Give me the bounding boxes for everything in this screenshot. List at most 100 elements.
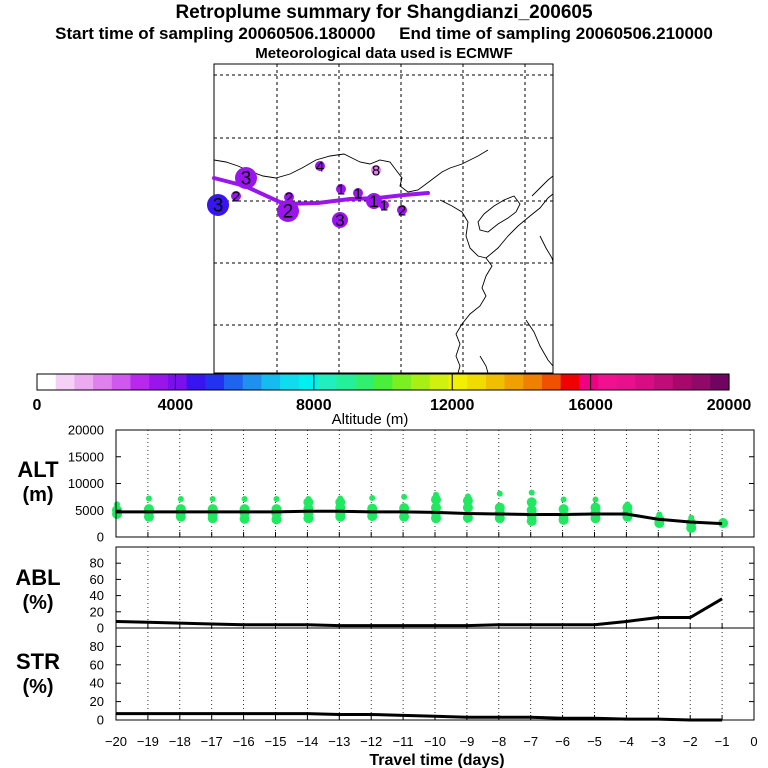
alt-scatter-point bbox=[528, 489, 535, 496]
colorbar-segment bbox=[448, 374, 468, 390]
sampling-times: Start time of sampling 20060506.180000 E… bbox=[0, 24, 768, 44]
alt-scatter-point bbox=[494, 502, 505, 513]
map-marker-label: 2 bbox=[398, 202, 406, 219]
abl-ylabel-line2: (%) bbox=[22, 592, 53, 614]
x-tick-label: −20 bbox=[105, 734, 127, 749]
coastline bbox=[477, 195, 521, 233]
colorbar-segment bbox=[579, 374, 599, 390]
colorbar-segment bbox=[74, 374, 94, 390]
colorbar-segment bbox=[55, 374, 76, 390]
map-plume-marker bbox=[315, 161, 325, 171]
x-tick-label: −8 bbox=[491, 734, 506, 749]
map-coastlines bbox=[213, 149, 554, 374]
alt-scatter-point bbox=[431, 502, 441, 513]
colorbar-tick-label: 8000 bbox=[296, 397, 332, 414]
alt-scatter-point bbox=[462, 502, 473, 513]
alt-scatter-point bbox=[560, 496, 567, 503]
alt-y-tick-label: 0 bbox=[97, 530, 104, 545]
map-plume-marker bbox=[231, 191, 241, 201]
colorbar-segment bbox=[429, 374, 450, 390]
plume-track bbox=[212, 176, 430, 207]
coastline bbox=[539, 235, 554, 263]
x-tick-label: −3 bbox=[651, 734, 666, 749]
alt-scatter-point bbox=[462, 495, 473, 506]
str-line bbox=[116, 712, 723, 722]
end-time-label: End time of sampling 20060506.210000 bbox=[399, 24, 713, 43]
abl-y-tick-label: 80 bbox=[90, 556, 104, 571]
coastline bbox=[439, 199, 493, 374]
colorbar-segment bbox=[691, 374, 711, 390]
colorbar-segment bbox=[616, 374, 637, 390]
colorbar-tick-label: 20000 bbox=[707, 397, 752, 414]
coastline bbox=[525, 319, 554, 367]
x-tick-label: −16 bbox=[233, 734, 255, 749]
map-plume-marker bbox=[332, 212, 348, 228]
alt-scatter-point bbox=[592, 496, 599, 503]
alt-scatter-point bbox=[241, 496, 248, 503]
abl-y-tick-label: 40 bbox=[90, 588, 104, 603]
colorbar-segment bbox=[485, 374, 506, 390]
x-tick-label: −7 bbox=[523, 734, 538, 749]
colorbar-segment bbox=[317, 374, 337, 390]
map-marker-label: 1 bbox=[380, 197, 388, 214]
colorbar-segment bbox=[635, 374, 655, 390]
x-tick-label: −1 bbox=[715, 734, 730, 749]
chart-title: Retroplume summary for Shangdianzi_20060… bbox=[175, 2, 593, 23]
alt-y-tick-label: 20000 bbox=[68, 423, 104, 438]
colorbar-segment bbox=[149, 374, 169, 390]
alt-scatter-point bbox=[433, 491, 439, 498]
alt-scatter-point bbox=[496, 490, 503, 497]
colorbar-segment bbox=[411, 374, 431, 390]
x-tick-label: −17 bbox=[201, 734, 223, 749]
colorbar-tick-label: 4000 bbox=[158, 397, 194, 414]
map-marker-label: 3 bbox=[241, 169, 252, 190]
alt-scatter-point bbox=[624, 501, 631, 508]
colorbar-segment bbox=[710, 374, 730, 390]
abl-y-tick-label: 0 bbox=[97, 621, 104, 636]
colorbar-segment bbox=[336, 374, 356, 390]
colorbar-segment bbox=[298, 374, 319, 390]
map-frame bbox=[213, 63, 554, 374]
colorbar-segment bbox=[672, 374, 693, 390]
alt-ylabel-line1: ALT bbox=[17, 457, 59, 482]
alt-scatter-point bbox=[526, 497, 537, 508]
alt-y-tick-label: 5000 bbox=[75, 503, 104, 518]
alt-scatter-point bbox=[431, 494, 441, 505]
colorbar-segment bbox=[541, 374, 562, 390]
map-plume-marker bbox=[235, 167, 257, 189]
alt-scatter-point bbox=[209, 496, 216, 503]
str-ylabel-line1: STR bbox=[16, 649, 60, 674]
colorbar-segments bbox=[37, 374, 730, 390]
map-plume-marker bbox=[379, 200, 389, 210]
colorbar-segment bbox=[560, 374, 580, 390]
colorbar-segment bbox=[504, 374, 524, 390]
map-marker-label: 3 bbox=[335, 211, 344, 230]
colorbar-tick-label: 12000 bbox=[430, 397, 475, 414]
alt-scatter-point bbox=[526, 505, 537, 516]
colorbar-segment bbox=[186, 374, 206, 390]
colorbar-segment bbox=[205, 374, 225, 390]
abl-y-tick-label: 60 bbox=[90, 572, 104, 587]
colorbar: 0 4000 8000 12000 16000 20000 Altitude (m) bbox=[33, 373, 752, 428]
alt-scatter-point bbox=[145, 495, 152, 502]
map-plume-marker bbox=[366, 193, 382, 209]
str-y-tick-label: 80 bbox=[90, 639, 104, 654]
abl-y-tick-label: 20 bbox=[90, 604, 104, 619]
map-plume-marker bbox=[336, 184, 346, 194]
alt-scatter-point bbox=[590, 502, 601, 513]
alt-scatter-point bbox=[114, 501, 120, 508]
colorbar-segment bbox=[280, 374, 300, 390]
colorbar-segment bbox=[167, 374, 188, 390]
map-marker-label: 1 bbox=[337, 181, 345, 198]
x-tick-label: −19 bbox=[137, 734, 159, 749]
str-gridlines bbox=[115, 628, 755, 720]
colorbar-tick-label: 16000 bbox=[568, 397, 613, 414]
colorbar-segment bbox=[467, 374, 487, 390]
alt-scatter-point bbox=[401, 493, 408, 500]
x-axis-label: Travel time (days) bbox=[369, 752, 504, 768]
x-tick-label: −10 bbox=[424, 734, 446, 749]
